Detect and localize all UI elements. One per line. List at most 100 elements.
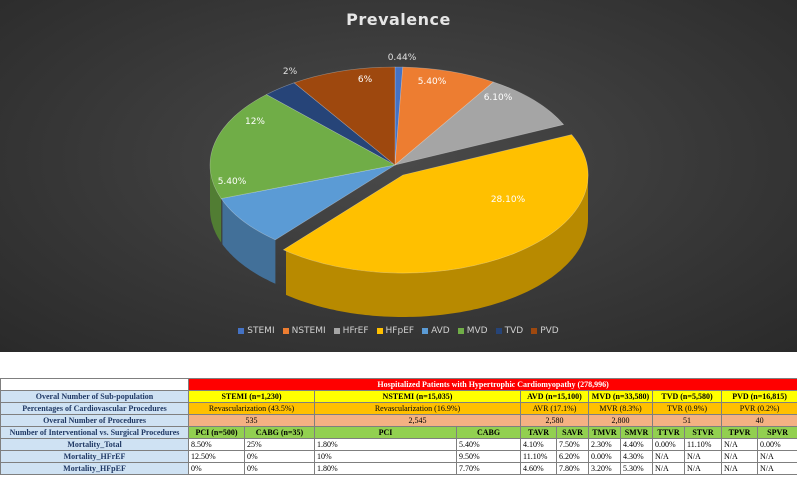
row-label: Percentages of Cardiovascular Procedures xyxy=(0,402,189,415)
table-cell: N/A xyxy=(652,462,685,475)
table-cell: SAVR xyxy=(556,426,589,439)
table-cell: MVD (n=33,580) xyxy=(588,390,653,403)
table-cell: 2,580 xyxy=(520,414,589,427)
legend-item-nstemi: NSTEMI xyxy=(282,326,326,336)
table-cell: 0% xyxy=(244,450,315,463)
row-label: Overal Number of Sub-population xyxy=(0,390,189,403)
table-cell: 9.50% xyxy=(456,450,521,463)
legend-swatch xyxy=(238,328,245,334)
table-corner xyxy=(0,378,189,391)
table-cell: 0% xyxy=(188,462,245,475)
table-cell: TVD (n=5,580) xyxy=(652,390,722,403)
table-cell: TTVR xyxy=(652,426,685,439)
table-cell: 51 xyxy=(652,414,722,427)
table-cell: 11.10% xyxy=(520,450,557,463)
table-cell: PVR (0.2%) xyxy=(720,402,797,415)
table-cell: Revascularization (16.9%) xyxy=(314,402,521,415)
legend-swatch xyxy=(376,328,383,334)
pie-slice-hfref xyxy=(394,81,565,166)
row-label: Number of Interventional vs. Surgical Pr… xyxy=(0,426,189,439)
table-cell: SPVR xyxy=(756,426,797,439)
table-cell: N/A xyxy=(756,462,797,475)
table-cell: 4.10% xyxy=(520,438,557,451)
table-header: Hospitalized Patients with Hypertrophic … xyxy=(187,378,797,391)
legend-item-tvd: TVD xyxy=(495,326,524,336)
table-cell: 7.70% xyxy=(456,462,521,475)
pie-slice-stemi xyxy=(394,66,404,166)
data-label-tvd: 2% xyxy=(283,67,298,77)
data-label-hfpef: 28.10% xyxy=(491,195,526,205)
table-cell: 7.80% xyxy=(556,462,589,475)
table-cell: 1.80% xyxy=(314,462,457,475)
table-row-interventional: Number of Interventional vs. Surgical Pr… xyxy=(0,426,797,439)
table-cell: AVD (n=15,100) xyxy=(520,390,589,403)
table-cell: PCI (n=500) xyxy=(188,426,245,439)
row-label: Mortality_HFrEF xyxy=(0,450,189,463)
legend-swatch xyxy=(457,328,464,334)
pie-chart: 0.44% 5.40% 6.10% 28.10% 5.40% 12% 2% 6% xyxy=(209,53,589,317)
row-label: Mortality_HFpEF xyxy=(0,462,189,475)
legend-swatch xyxy=(282,328,289,334)
table-row-mortality-hfpef: Mortality_HFpEF 0% 0% 1.80% 7.70% 4.60% 7.80% 3… xyxy=(0,462,797,475)
table-cell: 6.20% xyxy=(556,450,589,463)
table-cell: 1.80% xyxy=(314,438,457,451)
table-cell: 0.00% xyxy=(756,438,797,451)
legend-swatch xyxy=(333,328,340,334)
table-cell: AVR (17.1%) xyxy=(520,402,589,415)
table-cell: N/A xyxy=(756,450,797,463)
table-cell: N/A xyxy=(721,450,758,463)
data-label-hfref: 6.10% xyxy=(484,93,513,103)
table-row-procedures: Overal Number of Procedures 535 2,545 2,580… xyxy=(0,414,797,427)
pie-slice-pvd xyxy=(293,66,396,166)
table-cell: N/A xyxy=(684,450,722,463)
data-label-pvd: 6% xyxy=(358,75,373,85)
table-cell: N/A xyxy=(721,462,758,475)
data-label-nstemi: 5.40% xyxy=(418,77,447,87)
legend-label: MVD xyxy=(466,326,488,336)
table-cell: 10% xyxy=(314,450,457,463)
chart-panel: Prevalence 0.44% 5.40% 6.10% 28.10% 5.40% 12%… xyxy=(0,0,797,352)
table-cell: 4.30% xyxy=(620,450,653,463)
pie-slice-hfpef xyxy=(282,134,589,274)
table-cell: CABG (n=35) xyxy=(244,426,315,439)
legend-item-hfref: HFrEF xyxy=(333,326,369,336)
legend-item-avd: AVD xyxy=(422,326,450,336)
pie-slice-avd xyxy=(220,164,396,241)
table-cell: 0.00% xyxy=(588,450,621,463)
data-label-avd: 5.40% xyxy=(218,177,247,187)
table-cell: STEMI (n=1,230) xyxy=(188,390,315,403)
table-cell: 12.50% xyxy=(188,450,245,463)
table-cell: TMVR xyxy=(588,426,621,439)
pie-slice-tvd xyxy=(265,82,396,166)
table-cell: N/A xyxy=(652,450,685,463)
table-cell: Revascularization (43.5%) xyxy=(188,402,315,415)
table-row-mortality-total: Mortality_Total 8.50% 25% 1.80% 5.40% 4.10% 7.… xyxy=(0,438,797,451)
table-cell: PVD (n=16,815) xyxy=(720,390,797,403)
table-cell: 8.50% xyxy=(188,438,245,451)
table-cell: 40 xyxy=(720,414,797,427)
legend-label: NSTEMI xyxy=(291,326,326,336)
table-cell: CABG xyxy=(456,426,521,439)
procedures-table: Hospitalized Patients with Hypertrophic … xyxy=(0,378,797,475)
legend-swatch xyxy=(531,328,538,334)
data-label-mvd: 12% xyxy=(245,117,265,127)
pie-slice-mvd xyxy=(209,94,396,199)
chart-title: Prevalence xyxy=(346,10,451,29)
pie-slice-side-hfpef xyxy=(286,176,588,317)
table-cell: STVR xyxy=(684,426,722,439)
table-cell: TAVR xyxy=(520,426,557,439)
legend-label: TVD xyxy=(504,326,524,336)
chart-legend: STEMI NSTEMI HFrEF HFpEF AVD MVD TVD PVD xyxy=(0,326,797,336)
legend-swatch xyxy=(495,328,502,334)
legend-item-pvd: PVD xyxy=(531,326,559,336)
table-cell: N/A xyxy=(721,438,758,451)
table-cell: SMVR xyxy=(620,426,653,439)
table-cell: TVR (0.9%) xyxy=(652,402,722,415)
legend-label: PVD xyxy=(540,326,559,336)
table-cell: 25% xyxy=(244,438,315,451)
table-cell: 2,800 xyxy=(588,414,653,427)
table-cell: 2,545 xyxy=(314,414,521,427)
legend-label: STEMI xyxy=(247,326,275,336)
table-cell: 0.00% xyxy=(652,438,685,451)
row-label: Mortality_Total xyxy=(0,438,189,451)
